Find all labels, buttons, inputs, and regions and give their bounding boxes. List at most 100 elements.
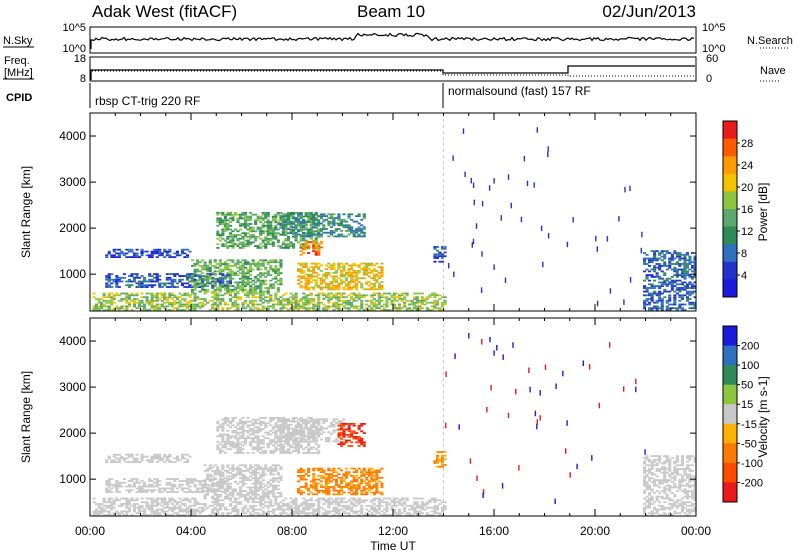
data-cell (302, 433, 306, 435)
data-cell (670, 279, 674, 282)
data-cell (264, 296, 268, 299)
data-cell (213, 259, 217, 262)
data-cell (643, 301, 647, 304)
data-cell (135, 275, 139, 277)
data-cell (299, 281, 303, 283)
data-cell (377, 284, 381, 287)
data-cell (241, 224, 245, 227)
data-cell (244, 497, 248, 500)
data-cell (284, 247, 288, 249)
data-cell (155, 504, 159, 507)
data-cell (239, 215, 243, 218)
data-cell (251, 486, 255, 489)
data-cell (239, 422, 243, 425)
data-cell (334, 303, 338, 306)
data-cell (163, 489, 167, 492)
data-cell (332, 264, 336, 267)
data-cell (130, 294, 134, 297)
data-cell (279, 217, 283, 219)
data-cell (244, 232, 248, 235)
data-cell (269, 499, 273, 502)
data-cell (198, 307, 202, 310)
data-cell (145, 503, 149, 505)
data-cell (249, 274, 253, 276)
data-cell (236, 452, 240, 454)
data-cell (329, 233, 333, 236)
data-cell (337, 299, 341, 302)
data-cell (165, 504, 169, 507)
data-cell (317, 294, 321, 297)
data-cell (342, 286, 346, 289)
data-cell (299, 425, 303, 428)
data-cell (256, 471, 260, 474)
data-cell (95, 303, 99, 306)
data-cell (206, 486, 210, 489)
data-cell (228, 468, 232, 470)
data-cell (372, 270, 376, 272)
data-cell (264, 501, 268, 504)
data-cell (668, 281, 672, 284)
data-cell (435, 506, 439, 509)
data-cell (201, 508, 205, 511)
data-cell (289, 423, 293, 426)
data-cell (362, 213, 366, 216)
data-cell (302, 234, 306, 236)
data-cell (249, 437, 253, 440)
data-cell (380, 268, 384, 270)
data-cell (155, 499, 159, 502)
data-cell (685, 270, 689, 273)
data-cell (347, 499, 351, 502)
data-cell (264, 230, 268, 233)
data-cell (281, 448, 285, 451)
data-cell (249, 479, 253, 481)
data-cell (345, 501, 349, 504)
data-cell (418, 305, 422, 308)
data-cell (261, 245, 265, 247)
data-cell (241, 279, 245, 282)
data-cell (377, 292, 381, 295)
data-cell (352, 220, 356, 223)
data-cell (370, 499, 374, 502)
data-cell (135, 497, 139, 500)
data-cell (269, 471, 273, 474)
data-cell (312, 275, 316, 278)
data-cell (332, 286, 336, 289)
data-cell (488, 185, 491, 191)
data-cell (180, 480, 184, 482)
data-cell (223, 420, 227, 423)
data-cell (236, 424, 240, 427)
data-cell (244, 239, 248, 242)
data-cell (259, 274, 263, 276)
data-cell (226, 508, 230, 511)
data-cell (193, 296, 197, 299)
data-cell (653, 287, 657, 289)
data-cell (150, 499, 154, 502)
data-cell (304, 241, 308, 243)
data-cell (294, 510, 298, 513)
data-cell (370, 296, 374, 299)
data-cell (540, 225, 543, 232)
data-cell (223, 442, 227, 445)
data-cell (471, 242, 473, 248)
data-cell (334, 305, 338, 308)
data-cell (239, 228, 243, 231)
data-cell (375, 305, 379, 308)
data-cell (239, 490, 243, 492)
data-cell (271, 245, 275, 247)
data-cell (213, 473, 217, 476)
data-cell (175, 307, 179, 310)
data-cell (675, 261, 679, 264)
data-cell (286, 243, 290, 246)
data-cell (297, 446, 301, 449)
data-cell (259, 294, 263, 297)
data-cell (365, 514, 369, 516)
data-cell (448, 263, 450, 269)
data-cell (251, 292, 255, 295)
data-cell (228, 504, 232, 507)
data-cell (688, 290, 692, 293)
data-cell (228, 270, 232, 273)
data-cell (269, 223, 273, 225)
data-cell (683, 277, 687, 280)
data-cell (158, 480, 162, 482)
data-cell (203, 292, 207, 295)
